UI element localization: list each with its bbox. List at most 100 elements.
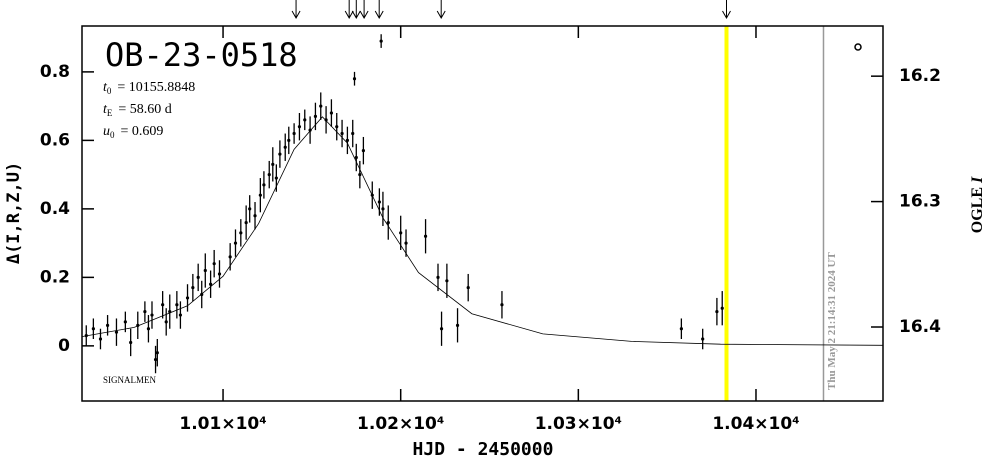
- data-point: [239, 231, 243, 235]
- data-point: [352, 77, 357, 81]
- data-point: [271, 162, 275, 166]
- data-point: [404, 241, 408, 245]
- data-point: [267, 173, 271, 177]
- event-arrow: [722, 0, 731, 20]
- data-point: [324, 118, 328, 122]
- data-point: [114, 330, 119, 334]
- y2-axis-label: OGLE I: [969, 176, 986, 233]
- data-point: [361, 149, 365, 153]
- data-point: [161, 303, 165, 307]
- data-point: [200, 292, 204, 297]
- data-point: [386, 220, 390, 225]
- plot-frame: [81, 25, 884, 402]
- param-value: = 0.609: [121, 124, 164, 139]
- data-point: [191, 286, 195, 290]
- y-tick-label: 0.6: [40, 130, 70, 150]
- data-point: [335, 125, 339, 129]
- chart-title: OB-23-0518: [105, 36, 298, 74]
- data-point: [345, 138, 350, 142]
- y2-tick-label: 16.4: [899, 317, 941, 337]
- param-symbol: t: [103, 102, 108, 117]
- param-value: = 58.60 d: [118, 102, 171, 117]
- x-axis-label: HJD - 2450000: [413, 439, 554, 459]
- data-point: [203, 268, 207, 273]
- data-point: [720, 306, 724, 310]
- data-point: [258, 193, 262, 197]
- data-point: [399, 231, 403, 235]
- data-point: [228, 255, 232, 259]
- fit-parameter: u0 = 0.609: [103, 124, 163, 140]
- data-point: [423, 234, 428, 238]
- data-point: [168, 310, 172, 314]
- data-point: [146, 327, 151, 331]
- data-point: [84, 333, 88, 338]
- fit-parameter: tE = 58.60 d: [103, 102, 172, 118]
- param-symbol: u: [103, 124, 110, 139]
- data-point: [340, 131, 344, 136]
- param-value: = 10155.8848: [117, 80, 195, 95]
- event-arrow: [344, 0, 354, 20]
- data-point: [500, 303, 504, 307]
- data-point: [136, 323, 140, 327]
- annotation: SIGNALMEN: [103, 375, 156, 385]
- data-point: [329, 111, 334, 115]
- data-point: [297, 125, 302, 129]
- y2-tick-label: 16.3: [899, 192, 941, 212]
- y2-axis-label-italic: I: [969, 176, 986, 184]
- param-symbol: t: [103, 80, 108, 95]
- data-point: [164, 320, 168, 324]
- data-point: [233, 241, 238, 245]
- x-tick-label: 1.01×10⁴: [179, 414, 266, 434]
- data-point: [248, 207, 252, 211]
- data-point: [455, 323, 460, 327]
- data-point: [370, 193, 374, 197]
- event-arrow: [351, 0, 361, 20]
- data-point: [313, 114, 318, 119]
- data-point: [445, 279, 449, 283]
- data-point: [91, 327, 95, 331]
- y2-axis-label-text: OGLE: [969, 187, 986, 233]
- data-point: [98, 337, 103, 341]
- data-point: [123, 320, 127, 324]
- data-point: [262, 183, 266, 187]
- data-point: [105, 323, 110, 327]
- data-point: [155, 351, 159, 355]
- param-subscript: E: [107, 108, 113, 118]
- data-point: [351, 131, 355, 136]
- y-tick-label: 0.4: [40, 199, 70, 219]
- event-arrow: [291, 0, 301, 20]
- data-point: [436, 275, 440, 279]
- data-point: [153, 357, 158, 362]
- data-point: [143, 310, 147, 314]
- data-point: [274, 176, 278, 180]
- event-arrow: [374, 0, 384, 20]
- y-tick-label: 0.8: [40, 62, 70, 82]
- event-arrow: [359, 0, 369, 20]
- data-point: [439, 327, 444, 331]
- data-point: [466, 286, 470, 290]
- data-point: [715, 310, 719, 314]
- y-tick-label: 0: [58, 336, 70, 356]
- data-point: [287, 138, 291, 142]
- data-point: [358, 173, 362, 177]
- data-point: [679, 327, 683, 331]
- data-point: [150, 313, 154, 317]
- data-point: [278, 152, 282, 156]
- data-point: [209, 282, 213, 286]
- y-tick-label: 0.2: [40, 267, 70, 287]
- fit-parameter: t0 = 10155.8848: [103, 80, 195, 96]
- data-point: [381, 207, 385, 211]
- data-point: [185, 296, 190, 300]
- data-point: [217, 272, 222, 276]
- timestamp: Thu May 2 21:14:31 2024 UT: [826, 252, 838, 390]
- data-point: [308, 128, 312, 132]
- y-axis-label: Δ(I,R,Z,U): [4, 162, 24, 264]
- marker-circle: [854, 43, 862, 51]
- param-subscript: 0: [110, 130, 115, 140]
- data-point: [303, 118, 307, 122]
- data-point: [354, 155, 358, 160]
- data-point: [292, 131, 296, 136]
- y2-tick-label: 16.2: [899, 66, 941, 86]
- model-curve: [81, 116, 884, 346]
